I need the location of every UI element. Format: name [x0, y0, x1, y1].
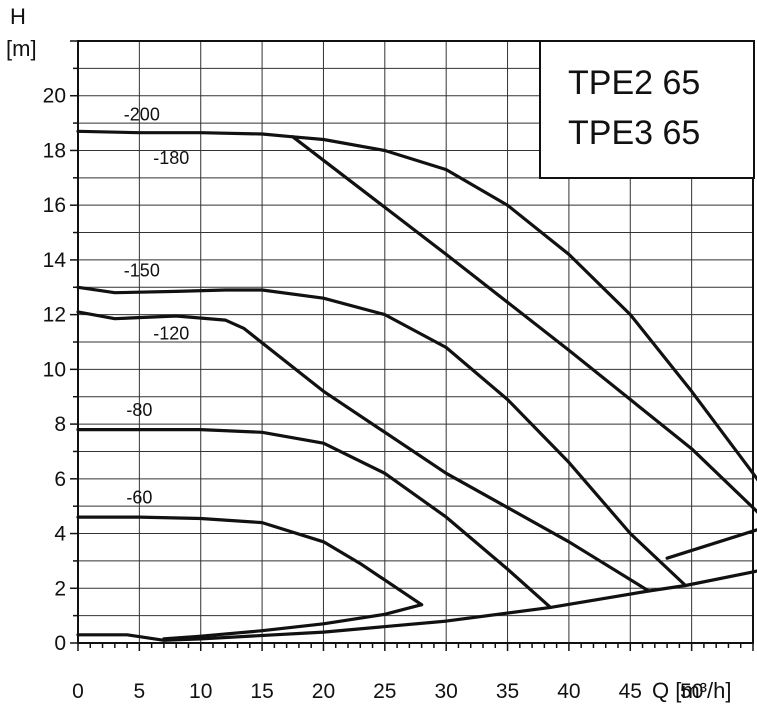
- x-tick-label: 15: [250, 680, 273, 703]
- title-line-1: TPE2 65: [568, 64, 700, 102]
- title-box-frame: [539, 40, 755, 179]
- y-tick-label: 18: [43, 139, 66, 162]
- curve-label: -200: [124, 104, 160, 124]
- title-box: TPE2 65 TPE3 65: [539, 40, 755, 179]
- x-tick-label: 25: [373, 680, 396, 703]
- x-tick-label: 40: [557, 680, 580, 703]
- plot-frame: [77, 40, 754, 644]
- x-tick-label: 35: [496, 680, 519, 703]
- y-tick-label: 10: [43, 358, 66, 381]
- y-tick-label: 6: [54, 468, 66, 491]
- curve-speed-60: [76, 515, 424, 607]
- curve-label: -60: [126, 487, 152, 507]
- curve-label: -120: [153, 323, 189, 343]
- x-tick-label: 50: [680, 680, 703, 703]
- curve-speed-80: [76, 428, 553, 609]
- x-tick-label: 30: [435, 680, 458, 703]
- y-tick-label: 4: [54, 523, 66, 546]
- curve-speed-180: [291, 135, 757, 514]
- y-tick-label: 12: [43, 304, 66, 327]
- title-line-2: TPE3 65: [568, 114, 700, 152]
- x-tick-label: 5: [134, 680, 146, 703]
- curve-label: -150: [124, 260, 160, 280]
- y-tick-labels: 0 2 4 6 8 10 12 14 16 18 20: [43, 85, 67, 655]
- curve-label: -180: [153, 148, 189, 168]
- curve-speed-150: [76, 285, 688, 588]
- y-tick-label: 20: [43, 85, 66, 108]
- curve-labels: -200 -180 -150 -120 -80 -60: [124, 104, 189, 507]
- y-tick-label: 0: [54, 632, 66, 655]
- x-tick-label: 10: [189, 680, 212, 703]
- y-tick-label: 8: [54, 413, 66, 436]
- y-axis-symbol: H: [10, 4, 26, 29]
- y-tick-label: 16: [43, 194, 66, 217]
- x-tick-label: 20: [312, 680, 335, 703]
- y-tick-label: 14: [43, 249, 67, 272]
- curves: [76, 129, 757, 642]
- curve-limit: [162, 603, 424, 641]
- curve-limit: [76, 569, 757, 642]
- curve-label: -80: [126, 400, 152, 420]
- x-tick-labels: 0 5 10 15 20 25 30 35 40 45 50: [72, 680, 703, 703]
- curve-speed-120: [76, 310, 651, 593]
- curve-speed-200: [76, 129, 757, 482]
- curve-limit: [665, 528, 757, 560]
- y-axis-unit: [m]: [6, 36, 37, 61]
- x-axis-label: Q [m³/h]: [652, 678, 731, 703]
- x-tick-label: 0: [72, 680, 84, 703]
- y-tick-label: 2: [54, 577, 66, 600]
- x-tick-label: 45: [619, 680, 642, 703]
